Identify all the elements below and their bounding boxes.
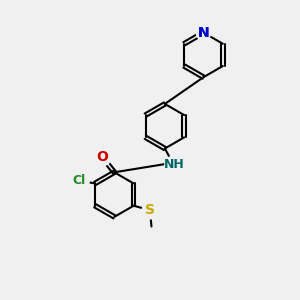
Text: N: N bbox=[198, 26, 209, 40]
Text: NH: NH bbox=[164, 158, 184, 171]
Text: O: O bbox=[97, 150, 108, 164]
Text: N: N bbox=[198, 26, 209, 40]
Text: Cl: Cl bbox=[72, 174, 85, 187]
Text: S: S bbox=[145, 203, 155, 217]
